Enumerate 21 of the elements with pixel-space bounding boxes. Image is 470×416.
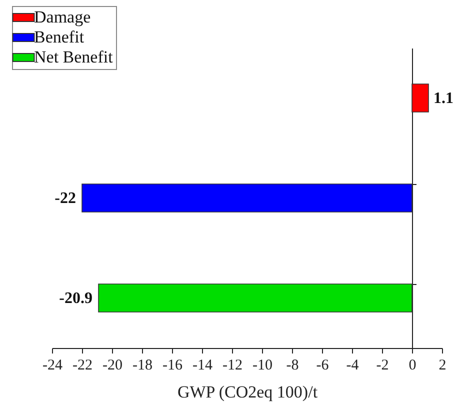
data-label: 1.1 [434,90,454,107]
x-tick-label: -10 [252,358,272,374]
legend-label: Benefit [34,28,84,46]
x-tick-label: -2 [376,358,389,374]
x-tick-label: -12 [222,358,242,374]
x-axis-title: GWP (CO2eq 100)/t [177,382,318,402]
x-tick-label: -18 [132,358,152,374]
x-tick-label: -6 [316,358,330,374]
x-tick-label: -20 [102,358,122,374]
legend-label: Net Benefit [34,48,114,66]
x-tick-label: 2 [438,358,446,374]
x-tick-label: 0 [408,358,416,374]
x-tick-label: -16 [162,358,183,374]
x-tick-label: -8 [286,358,299,374]
data-label: -22 [54,190,76,207]
legend-label: Damage [34,8,91,26]
x-tick-label: -4 [346,358,360,374]
data-label: -20.9 [59,290,92,307]
x-tick-label: -22 [72,358,92,374]
x-tick-label: -24 [42,358,63,374]
x-tick-label: -14 [192,358,213,374]
